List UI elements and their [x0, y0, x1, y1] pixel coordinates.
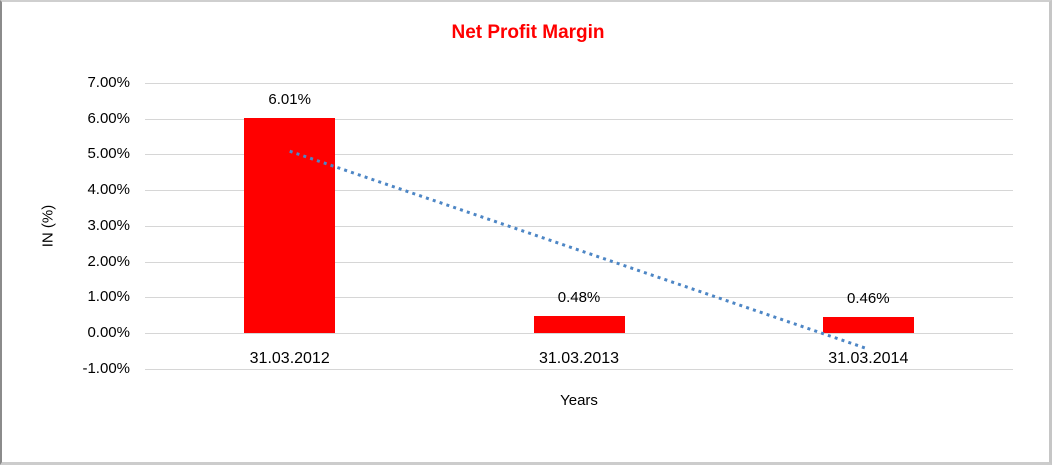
- y-axis-title: IN (%): [39, 204, 57, 248]
- bar-value-label: 0.48%: [557, 288, 601, 306]
- y-axis-tick-label: 4.00%: [87, 181, 130, 199]
- y-axis-tick-label: 3.00%: [87, 216, 130, 234]
- y-axis-tick-label: 1.00%: [87, 288, 130, 306]
- y-axis-tick-label: 0.00%: [87, 324, 130, 341]
- bar-value-label: 6.01%: [268, 91, 311, 109]
- y-axis-tick-label: -1.00%: [82, 359, 130, 377]
- bar: [822, 316, 914, 333]
- x-category-label: 31.03.2013: [538, 350, 620, 367]
- bar: [533, 315, 625, 333]
- gridline: [145, 83, 1013, 84]
- y-axis-tick-label: 7.00%: [87, 74, 130, 91]
- y-axis-tick-label: 5.00%: [87, 145, 130, 163]
- bar: [244, 118, 336, 334]
- gridline: [145, 118, 1013, 120]
- y-axis-tick-label: 6.00%: [87, 109, 130, 127]
- bar-value-label: 0.46%: [847, 289, 890, 307]
- gridline: [145, 333, 1013, 334]
- x-category-label: 31.03.2012: [249, 350, 330, 367]
- y-axis-tick-label: 2.00%: [87, 252, 130, 270]
- chart-title: Net Profit Margin: [451, 22, 605, 43]
- x-axis-title: Years: [560, 392, 598, 409]
- x-category-label: 31.03.2014: [828, 350, 909, 367]
- gridline: [145, 368, 1013, 370]
